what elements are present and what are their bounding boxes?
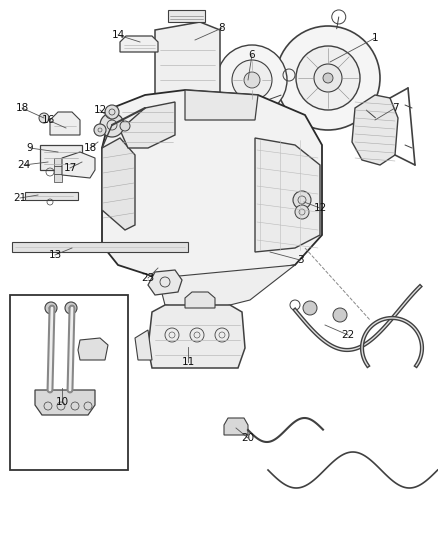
Polygon shape xyxy=(62,152,95,178)
Circle shape xyxy=(303,301,317,315)
Polygon shape xyxy=(102,138,135,230)
Circle shape xyxy=(45,302,57,314)
Text: 12: 12 xyxy=(93,105,106,115)
Circle shape xyxy=(296,46,360,110)
Polygon shape xyxy=(120,102,175,148)
Circle shape xyxy=(314,64,342,92)
Circle shape xyxy=(105,105,119,119)
Polygon shape xyxy=(50,112,80,135)
Polygon shape xyxy=(12,242,188,252)
Text: 22: 22 xyxy=(341,330,355,340)
Text: 9: 9 xyxy=(27,143,33,153)
Text: 13: 13 xyxy=(48,250,62,260)
Text: 21: 21 xyxy=(14,193,27,203)
Polygon shape xyxy=(54,158,62,166)
Text: 18: 18 xyxy=(83,143,97,153)
Circle shape xyxy=(323,73,333,83)
Circle shape xyxy=(244,72,260,88)
Bar xyxy=(10,295,128,470)
Polygon shape xyxy=(185,292,215,308)
Polygon shape xyxy=(352,95,398,165)
Polygon shape xyxy=(78,338,108,360)
Polygon shape xyxy=(185,90,258,120)
Polygon shape xyxy=(120,36,158,52)
Circle shape xyxy=(39,113,49,123)
Text: 23: 23 xyxy=(141,273,155,283)
Text: 14: 14 xyxy=(111,30,125,40)
Text: 20: 20 xyxy=(241,433,254,443)
Polygon shape xyxy=(255,138,320,252)
Text: 3: 3 xyxy=(297,255,303,265)
Polygon shape xyxy=(168,10,205,22)
Circle shape xyxy=(65,302,77,314)
Polygon shape xyxy=(224,418,248,435)
Text: 16: 16 xyxy=(41,115,55,125)
Polygon shape xyxy=(135,330,152,360)
Text: 10: 10 xyxy=(56,397,69,407)
Text: 7: 7 xyxy=(392,103,398,113)
Text: 11: 11 xyxy=(181,357,194,367)
Circle shape xyxy=(94,124,106,136)
Circle shape xyxy=(232,60,272,100)
Polygon shape xyxy=(25,192,78,200)
Circle shape xyxy=(333,308,347,322)
Circle shape xyxy=(120,121,130,131)
Circle shape xyxy=(295,205,309,219)
Polygon shape xyxy=(148,270,182,295)
Text: 12: 12 xyxy=(313,203,327,213)
Text: 24: 24 xyxy=(18,160,31,170)
Polygon shape xyxy=(35,390,95,415)
Polygon shape xyxy=(54,166,62,174)
Text: 17: 17 xyxy=(64,163,77,173)
Text: 6: 6 xyxy=(249,50,255,60)
Text: 18: 18 xyxy=(15,103,28,113)
Polygon shape xyxy=(155,22,220,108)
Polygon shape xyxy=(148,305,245,368)
Text: 1: 1 xyxy=(372,33,378,43)
Text: 8: 8 xyxy=(219,23,225,33)
Circle shape xyxy=(276,26,380,130)
Polygon shape xyxy=(158,265,295,310)
Polygon shape xyxy=(102,90,322,282)
Polygon shape xyxy=(40,145,82,170)
Polygon shape xyxy=(54,174,62,182)
Circle shape xyxy=(217,45,287,115)
Circle shape xyxy=(293,191,311,209)
Circle shape xyxy=(100,113,124,137)
